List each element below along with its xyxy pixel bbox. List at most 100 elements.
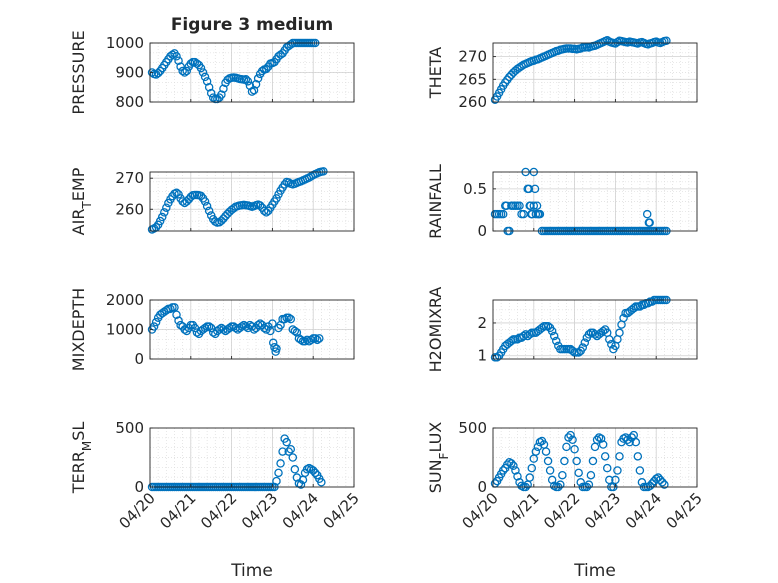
x-axis-label-right: Time xyxy=(573,561,616,581)
data-point xyxy=(310,334,320,343)
data-point xyxy=(513,472,522,481)
data-point xyxy=(568,346,577,356)
h2omixra-plot: 1 2 H2OMIXRA xyxy=(426,287,698,372)
x-tick-label: 04/24 xyxy=(622,489,665,532)
data-point xyxy=(543,321,553,331)
data-point xyxy=(253,74,263,83)
data-point xyxy=(217,90,226,99)
data-point xyxy=(202,201,212,211)
y-tick-label: 270 xyxy=(115,169,144,187)
data-point xyxy=(619,313,628,323)
air-temp-plot: 260 270 AIRTEMP xyxy=(69,167,355,235)
x-tick-label: 04/23 xyxy=(238,489,281,532)
data-point xyxy=(172,310,181,319)
data-point xyxy=(196,63,206,73)
data-point xyxy=(286,314,296,324)
data-point xyxy=(310,468,320,478)
data-point xyxy=(574,348,583,357)
x-tick-label: 04/22 xyxy=(197,489,240,532)
data-point xyxy=(174,56,183,65)
data-point xyxy=(511,466,520,475)
data-point xyxy=(537,323,547,333)
data-point xyxy=(560,456,569,466)
data-point xyxy=(521,330,530,339)
data-point xyxy=(172,188,181,198)
data-point xyxy=(162,203,171,212)
data-point xyxy=(237,322,247,331)
x-tick-label: 04/25 xyxy=(320,489,363,532)
y-tick-label: 2000 xyxy=(106,291,144,309)
data-point xyxy=(272,344,281,353)
data-point xyxy=(598,440,608,449)
y-tick-label: 1 xyxy=(477,347,487,365)
data-point xyxy=(566,430,575,440)
data-point xyxy=(590,330,600,339)
y-axis-label: RAINFALL xyxy=(426,164,445,239)
data-point xyxy=(586,470,596,480)
data-point xyxy=(247,87,257,96)
x-axis-label-left: Time xyxy=(230,561,273,581)
y-tick-label: 900 xyxy=(115,64,144,82)
data-point xyxy=(278,447,287,456)
data-point xyxy=(558,470,567,480)
data-point xyxy=(607,339,616,349)
data-point xyxy=(592,435,602,445)
data-point xyxy=(296,480,306,489)
data-point xyxy=(241,75,251,84)
data-point xyxy=(313,335,322,345)
data-point xyxy=(160,208,169,217)
y-tick-label: 0.5 xyxy=(463,180,487,198)
data-point xyxy=(572,456,581,466)
axes-box xyxy=(492,427,698,488)
data-point xyxy=(286,444,296,454)
data-point xyxy=(598,326,608,336)
data-point xyxy=(249,85,259,95)
data-point xyxy=(284,178,293,187)
data-point xyxy=(534,209,543,219)
data-point xyxy=(282,437,291,447)
data-point xyxy=(296,335,306,345)
data-point xyxy=(525,473,534,482)
data-point xyxy=(215,325,224,334)
data-point xyxy=(180,325,189,334)
data-point xyxy=(525,330,534,339)
y-axis-label: AIRTEMP xyxy=(69,167,94,235)
axes-box xyxy=(149,427,355,488)
data-point xyxy=(200,72,210,82)
data-point xyxy=(147,68,157,77)
y-tick-label: 800 xyxy=(115,93,144,111)
data-point xyxy=(615,328,624,338)
data-point xyxy=(600,452,610,461)
data-point xyxy=(219,325,228,334)
data-point xyxy=(178,66,187,76)
data-point xyxy=(623,435,632,445)
data-point xyxy=(276,459,285,468)
data-point xyxy=(645,218,654,227)
data-point xyxy=(503,460,512,469)
data-point xyxy=(315,334,324,343)
data-point xyxy=(284,313,293,322)
data-point xyxy=(198,68,208,77)
data-point xyxy=(526,201,535,210)
data-point xyxy=(530,184,540,194)
data-point xyxy=(276,320,285,330)
y-tick-label: 1000 xyxy=(106,34,144,52)
data-point xyxy=(531,447,541,456)
data-point xyxy=(596,434,606,443)
data-point xyxy=(288,453,298,462)
y-axis-label: PRESSURE xyxy=(69,30,88,114)
data-point xyxy=(633,452,643,461)
data-point xyxy=(174,190,183,199)
data-point xyxy=(660,480,669,489)
data-point xyxy=(231,323,240,333)
y-tick-label: 2 xyxy=(477,314,487,332)
pressure-plot: 800 900 1000 PRESSURE xyxy=(69,30,355,115)
data-point xyxy=(602,463,612,473)
data-point xyxy=(578,343,588,352)
data-point xyxy=(631,437,641,447)
data-point xyxy=(605,335,614,344)
data-point xyxy=(574,468,583,478)
sun-flux-plot: 050004/2004/2104/2204/2304/2404/25SUNFLU… xyxy=(426,419,706,532)
y-axis-label: THETA xyxy=(426,47,445,99)
